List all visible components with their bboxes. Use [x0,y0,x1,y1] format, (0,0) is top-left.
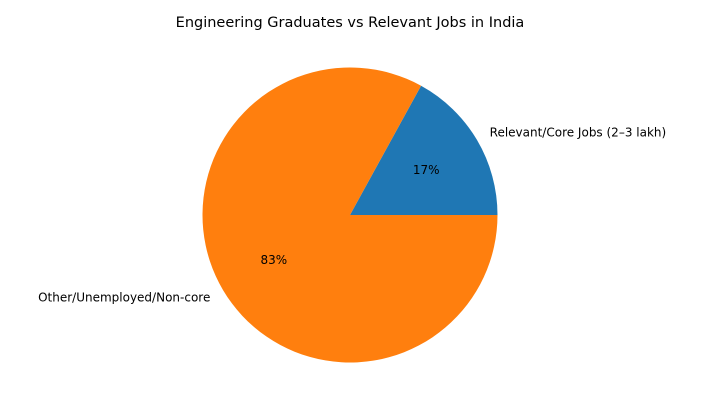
slice-category-label: Other/Unemployed/Non-core [38,291,210,305]
pie-slice-1 [202,67,498,363]
pie-slice-0 [350,85,498,215]
slice-category-label: Relevant/Core Jobs (2–3 lakh) [490,125,667,139]
chart-title: Engineering Graduates vs Relevant Jobs i… [176,15,525,31]
slice-percent-label: 83% [260,253,287,267]
pie-labels: 17% Relevant/Core Jobs (2–3 lakh) 83% Other… [38,125,666,304]
pie-slices [202,67,498,363]
slice-percent-label: 17% [413,163,440,177]
